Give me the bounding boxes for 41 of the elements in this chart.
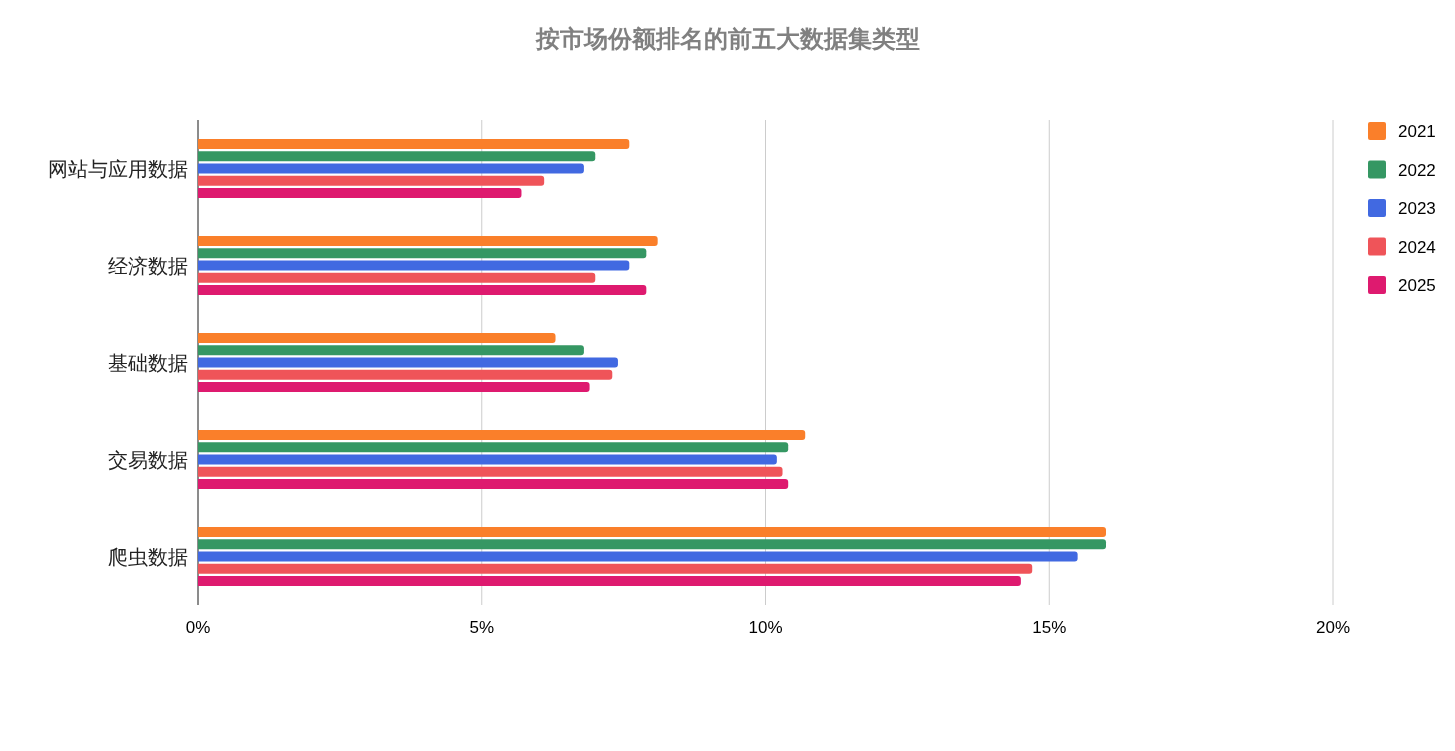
legend-label: 2025 (1398, 276, 1436, 295)
bar (198, 429, 806, 440)
legend-label: 2023 (1398, 199, 1436, 218)
legend-label: 2022 (1398, 160, 1436, 180)
bar (198, 332, 556, 343)
bar (198, 272, 596, 283)
bar (198, 442, 789, 453)
legend-label: 2024 (1398, 237, 1436, 257)
x-tick-label: 5% (469, 618, 495, 637)
bar (198, 235, 658, 246)
y-tick-label: 交易数据 (108, 448, 188, 471)
y-tick-label: 基础数据 (108, 351, 188, 374)
bar (198, 576, 1021, 587)
x-tick-label: 20% (1315, 618, 1351, 637)
bar (198, 466, 783, 477)
bar (198, 357, 618, 368)
bar (198, 551, 1078, 562)
chart-title: 按市场份额排名的前五大数据集类型 (534, 25, 920, 52)
y-tick-label: 经济数据 (108, 254, 188, 277)
bar (198, 382, 590, 393)
bar (198, 526, 1106, 537)
bar (198, 285, 647, 296)
bar (198, 175, 545, 186)
bar (198, 539, 1106, 550)
x-tick-label: 0% (185, 618, 211, 637)
bar (198, 345, 584, 356)
x-tick-label: 15% (1032, 618, 1067, 637)
bar (198, 260, 630, 271)
bar (198, 479, 789, 490)
bar (198, 163, 584, 174)
bar (198, 454, 777, 465)
bar (198, 138, 630, 149)
bar (198, 369, 613, 380)
bar (198, 248, 647, 259)
y-tick-label: 网站与应用数据 (48, 157, 188, 180)
y-tick-label: 爬虫数据 (108, 545, 188, 568)
bar (198, 151, 596, 162)
x-tick-label: 10% (748, 618, 783, 637)
legend-label: 2021 (1398, 122, 1436, 141)
bar (198, 188, 522, 199)
bar (198, 563, 1033, 574)
